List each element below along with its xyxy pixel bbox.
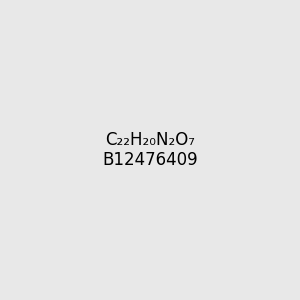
Text: C₂₂H₂₀N₂O₇
B12476409: C₂₂H₂₀N₂O₇ B12476409	[102, 130, 198, 170]
